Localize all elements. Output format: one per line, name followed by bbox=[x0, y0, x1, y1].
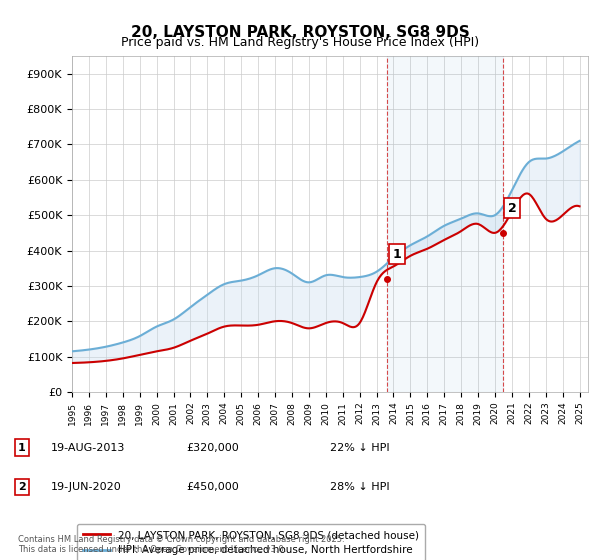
Text: 1: 1 bbox=[392, 248, 401, 260]
Text: 19-JUN-2020: 19-JUN-2020 bbox=[51, 482, 122, 492]
Text: £450,000: £450,000 bbox=[186, 482, 239, 492]
Text: 2: 2 bbox=[508, 202, 517, 214]
Text: 28% ↓ HPI: 28% ↓ HPI bbox=[330, 482, 389, 492]
Text: Price paid vs. HM Land Registry's House Price Index (HPI): Price paid vs. HM Land Registry's House … bbox=[121, 36, 479, 49]
Text: Contains HM Land Registry data © Crown copyright and database right 2025.
This d: Contains HM Land Registry data © Crown c… bbox=[18, 535, 344, 554]
Text: 1: 1 bbox=[18, 443, 26, 453]
Text: 22% ↓ HPI: 22% ↓ HPI bbox=[330, 443, 389, 453]
Text: £320,000: £320,000 bbox=[186, 443, 239, 453]
Bar bbox=[387, 56, 503, 392]
Text: 19-AUG-2013: 19-AUG-2013 bbox=[51, 443, 125, 453]
Legend: 20, LAYSTON PARK, ROYSTON, SG8 9DS (detached house), HPI: Average price, detache: 20, LAYSTON PARK, ROYSTON, SG8 9DS (deta… bbox=[77, 524, 425, 560]
Text: 20, LAYSTON PARK, ROYSTON, SG8 9DS: 20, LAYSTON PARK, ROYSTON, SG8 9DS bbox=[131, 25, 469, 40]
Text: 2: 2 bbox=[18, 482, 26, 492]
